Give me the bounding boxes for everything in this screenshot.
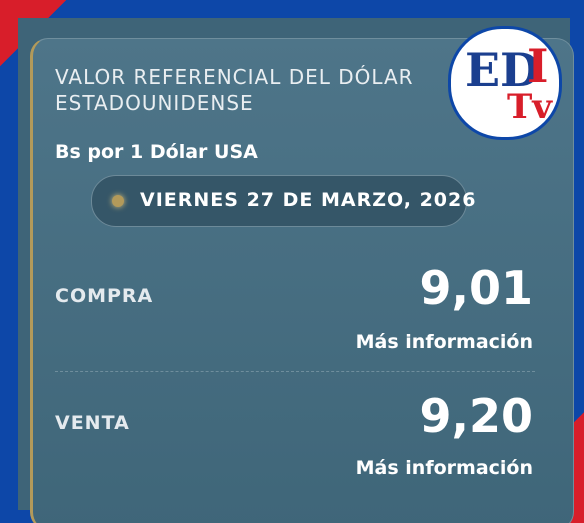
rate-value: 9,01 xyxy=(419,261,534,315)
date-pill: VIERNES 27 DE MARZO, 2026 xyxy=(91,175,475,227)
logo-text: ED xyxy=(465,43,540,97)
more-info-link[interactable]: Más información xyxy=(355,331,533,353)
more-info-link[interactable]: Más información xyxy=(355,457,533,479)
title: ESTADOUNIDENSE xyxy=(55,91,254,115)
date: VIERNES 27 DE MARZO, 2026 xyxy=(140,189,477,211)
logo-text: I xyxy=(527,39,549,93)
logo-text: Tv xyxy=(507,87,553,127)
logo: ED I Tv xyxy=(448,26,562,140)
subtitle: Bs por 1 Dólar USA xyxy=(55,141,258,163)
rate-label: COMPRA xyxy=(55,285,154,307)
rate-value: 9,20 xyxy=(419,389,534,443)
dot xyxy=(112,195,124,207)
title: VALOR REFERENCIAL DEL DÓLAR xyxy=(55,65,414,89)
separator xyxy=(55,371,535,372)
rate-label: VENTA xyxy=(55,412,130,434)
